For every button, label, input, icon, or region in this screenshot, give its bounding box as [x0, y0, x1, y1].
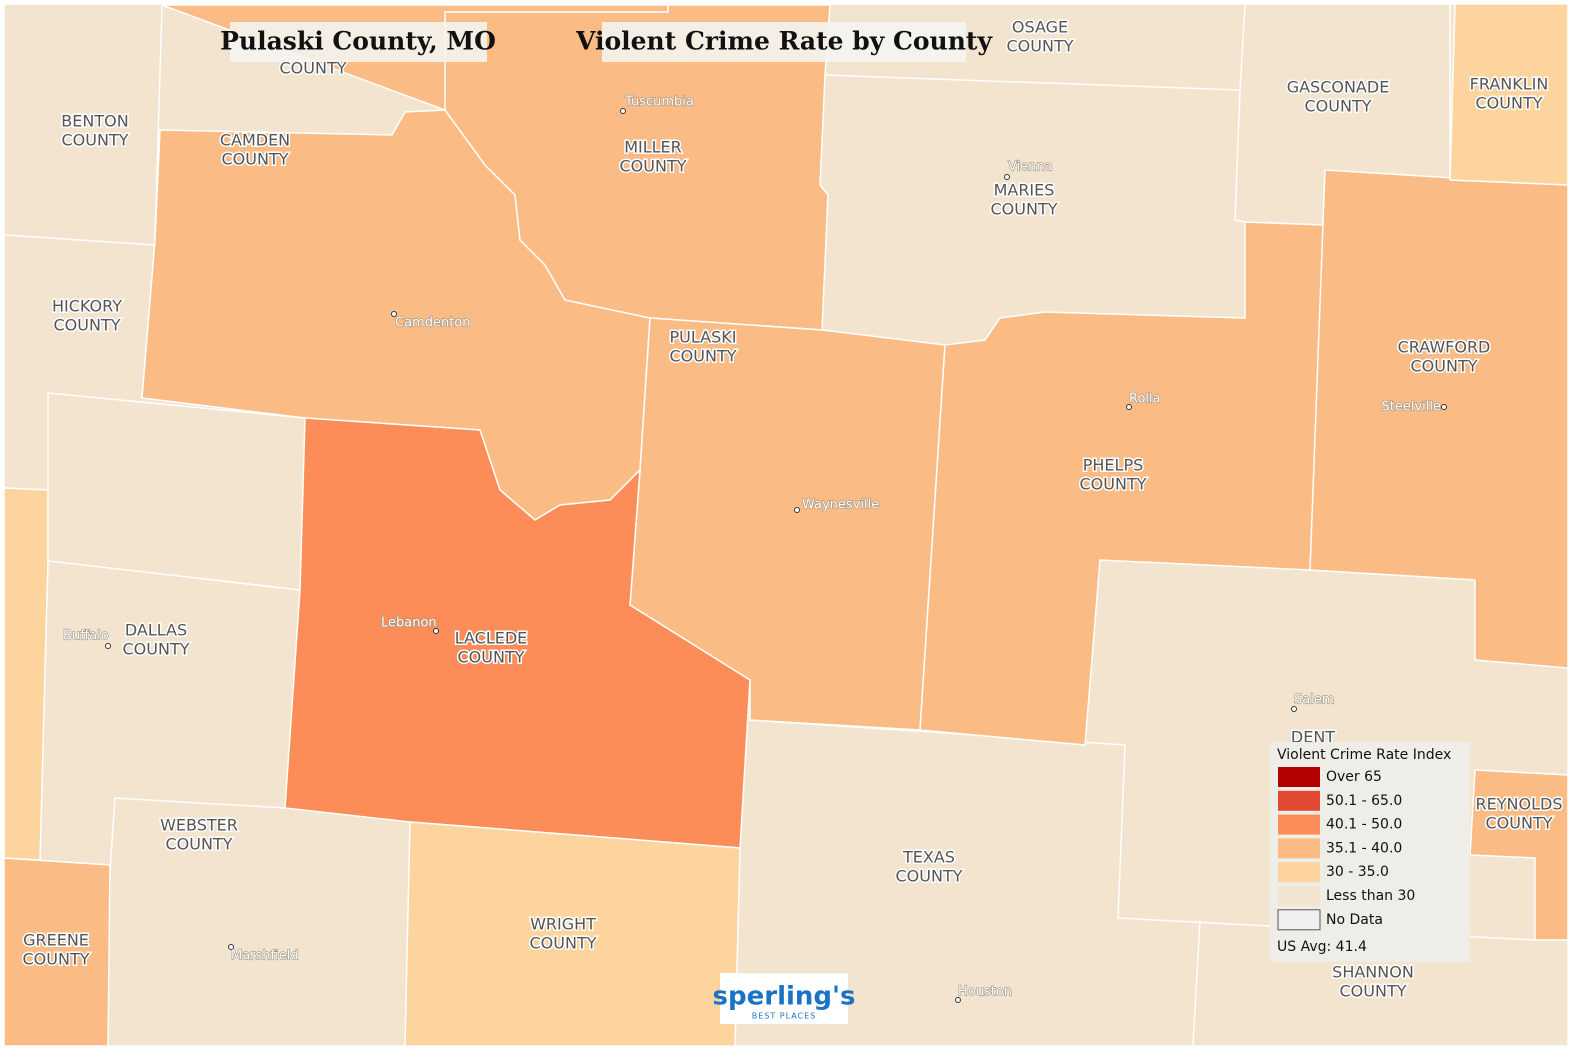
city-label: Lebanon — [381, 616, 437, 631]
city-label: Waynesville — [802, 498, 879, 513]
city-dot — [433, 628, 439, 634]
county-label: LACLEDE — [455, 629, 528, 648]
city-dot — [1004, 174, 1010, 180]
legend-title: Violent Crime Rate Index — [1277, 747, 1451, 763]
legend-label: Over 65 — [1326, 769, 1382, 785]
city-dot — [1291, 706, 1297, 712]
county-area — [404, 821, 741, 1047]
logo-tagline: BEST PLACES — [752, 1012, 817, 1021]
county-label: COUNTY — [991, 200, 1058, 219]
city-dot — [1441, 404, 1447, 410]
legend-label: Less than 30 — [1326, 888, 1415, 904]
legend-swatch — [1277, 909, 1321, 931]
county-label: BENTON — [61, 112, 128, 131]
county-label: MARIES — [994, 181, 1055, 200]
county-label: MILLER — [624, 138, 682, 157]
legend-label: 50.1 - 65.0 — [1326, 793, 1402, 809]
county-label: CAMDEN — [220, 131, 290, 150]
county-label: COUNTY — [896, 867, 963, 886]
legend-label: 30 - 35.0 — [1326, 864, 1389, 880]
county-label: GREENE — [23, 931, 89, 950]
county-label: WRIGHT — [530, 915, 596, 934]
county-label: COUNTY — [166, 835, 233, 854]
county-label: COUNTY — [280, 59, 347, 78]
county-label: REYNOLDS — [1476, 795, 1563, 814]
city-label: Salem — [1294, 693, 1335, 708]
map-title: Violent Crime Rate by County — [575, 27, 993, 56]
county-area — [919, 221, 1326, 746]
county-label: WEBSTER — [160, 816, 238, 835]
county-label: COUNTY — [222, 150, 289, 169]
place-title: Pulaski County, MO — [220, 27, 496, 56]
county-label: COUNTY — [530, 934, 597, 953]
city-dot — [1126, 404, 1132, 410]
city-label: Buffalo — [63, 629, 109, 644]
city-dot — [794, 507, 800, 513]
county-label: GASCONADE — [1287, 78, 1390, 97]
county-label: COUNTY — [54, 316, 121, 335]
border — [1234, 89, 1246, 223]
county-area — [3, 857, 111, 1047]
city-dot — [228, 944, 234, 950]
county-label: COUNTY — [670, 347, 737, 366]
city-label: Houston — [958, 985, 1012, 1000]
county-label: PHELPS — [1083, 456, 1144, 475]
logo-name: sperling's — [713, 982, 856, 1012]
legend-note: US Avg: 41.4 — [1277, 939, 1367, 955]
county-label: COUNTY — [123, 640, 190, 659]
city-label: Tuscumbia — [624, 95, 694, 110]
city-label: Steelville — [1382, 400, 1441, 415]
logo-box — [720, 973, 848, 1024]
border — [4, 234, 156, 246]
city-label: Marshfield — [231, 949, 299, 964]
title-box — [602, 22, 966, 62]
county-label: COUNTY — [620, 157, 687, 176]
county-label: COUNTY — [458, 648, 525, 667]
border — [1192, 919, 1201, 1046]
border — [39, 559, 301, 591]
legend-swatch — [1278, 814, 1320, 835]
county-label: SHANNON — [1332, 963, 1414, 982]
legend-label: 35.1 - 40.0 — [1326, 840, 1402, 856]
title-box — [230, 22, 487, 62]
city-dot — [391, 311, 397, 317]
county-label: DALLAS — [125, 621, 187, 640]
county-label: COUNTY — [1476, 94, 1543, 113]
county-label: COUNTY — [1080, 475, 1147, 494]
county-label: COUNTY — [1305, 97, 1372, 116]
county-label: COUNTY — [1340, 982, 1407, 1001]
city-label: Camdenton — [395, 316, 471, 331]
county-label: CRAWFORD — [1398, 338, 1491, 357]
county-area — [3, 487, 49, 861]
legend-swatch — [1278, 767, 1320, 787]
county-label: PULASKI — [670, 328, 737, 347]
city-dot — [955, 997, 961, 1003]
county-label: COUNTY — [23, 950, 90, 969]
legend-label: 40.1 - 50.0 — [1326, 817, 1402, 833]
county-label: COUNTY — [1007, 37, 1074, 56]
county-label: COUNTY — [1411, 357, 1478, 376]
legend-swatch — [1278, 862, 1320, 883]
legend-swatch — [1278, 790, 1320, 811]
county-label: TEXAS — [902, 848, 955, 867]
county-label: FRANKLIN — [1470, 75, 1549, 94]
county-label: COUNTY — [62, 131, 129, 150]
legend-swatch — [1278, 838, 1320, 859]
county-area — [1449, 3, 1569, 186]
legend-swatch — [1278, 886, 1320, 906]
legend-label: No Data — [1326, 912, 1383, 928]
city-dot — [620, 108, 626, 114]
city-label: Rolla — [1129, 392, 1161, 407]
county-label: COUNTY — [1486, 814, 1553, 833]
county-area — [284, 417, 751, 849]
county-label: HICKORY — [52, 297, 122, 316]
county-label: OSAGE — [1012, 18, 1068, 37]
city-label: Vienna — [1008, 160, 1053, 175]
city-dot — [105, 643, 111, 649]
legend-items: Over 65 50.1 - 65.0 40.1 - 50.0 35.1 - 40.0… — [1277, 767, 1415, 931]
